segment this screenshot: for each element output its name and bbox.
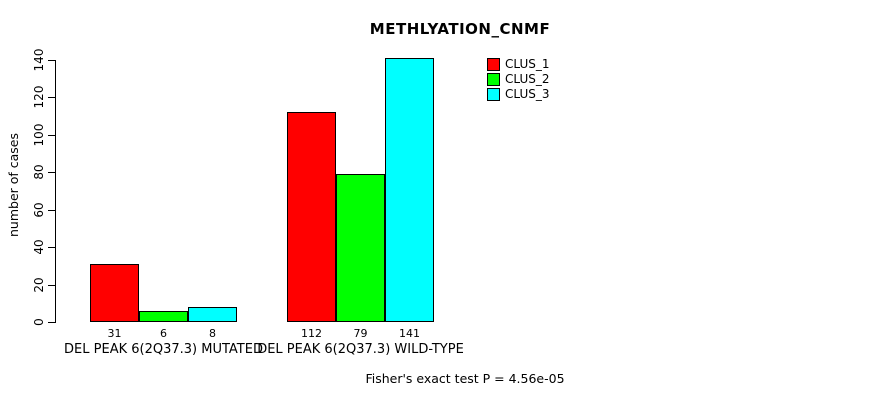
legend-label: CLUS_3 xyxy=(505,87,550,101)
legend-swatch-clus_2 xyxy=(487,72,500,86)
bar-clus_2 xyxy=(336,174,385,322)
legend-swatch-clus_1 xyxy=(487,57,500,71)
y-axis-tick xyxy=(48,247,55,249)
category-label: DEL PEAK 6(2Q37.3) WILD-TYPE xyxy=(257,342,464,357)
y-axis-line xyxy=(55,60,56,323)
bar-value-label: 6 xyxy=(160,327,167,340)
bar-clus_1 xyxy=(287,112,336,322)
y-axis-tick-label: 0 xyxy=(32,318,46,326)
bar-clus_3 xyxy=(385,58,434,322)
legend-item: CLUS_2 xyxy=(487,72,550,86)
y-axis-tick xyxy=(48,209,55,211)
legend-item: CLUS_1 xyxy=(487,57,550,71)
legend-label: CLUS_2 xyxy=(505,72,550,86)
y-axis-tick-label: 140 xyxy=(32,48,46,72)
y-axis-tick-label: 20 xyxy=(32,276,46,293)
legend-item: CLUS_3 xyxy=(487,87,550,101)
y-axis-tick-label: 100 xyxy=(32,123,46,147)
legend-swatch-clus_3 xyxy=(487,87,500,101)
y-axis-tick xyxy=(48,134,55,136)
bar-clus_3 xyxy=(188,307,237,322)
bar-value-label: 112 xyxy=(301,327,322,340)
bar-value-label: 141 xyxy=(399,327,420,340)
bar-value-label: 8 xyxy=(209,327,216,340)
legend: CLUS_1 CLUS_2 CLUS_3 xyxy=(487,57,550,102)
y-axis-tick xyxy=(48,172,55,174)
chart-title: METHLYATION_CNMF xyxy=(369,20,551,38)
bar-clus_2 xyxy=(139,310,188,322)
category-label: DEL PEAK 6(2Q37.3) MUTATED xyxy=(64,342,263,357)
y-axis-tick-label: 120 xyxy=(32,85,46,109)
bar-clus_1 xyxy=(90,263,139,322)
bar-value-label: 79 xyxy=(353,327,368,340)
y-axis-tick xyxy=(48,284,55,286)
annotation-text: Fisher's exact test P = 4.56e-05 xyxy=(365,371,565,386)
y-axis-tick-label: 80 xyxy=(32,164,46,180)
legend-label: CLUS_1 xyxy=(505,57,550,71)
bar-value-label: 31 xyxy=(107,327,122,340)
y-axis-tick xyxy=(48,322,55,323)
y-axis-tick-label: 40 xyxy=(32,239,46,255)
y-axis-tick xyxy=(48,60,55,61)
y-axis-tick xyxy=(48,97,55,99)
y-axis-tick-label: 60 xyxy=(32,202,46,218)
